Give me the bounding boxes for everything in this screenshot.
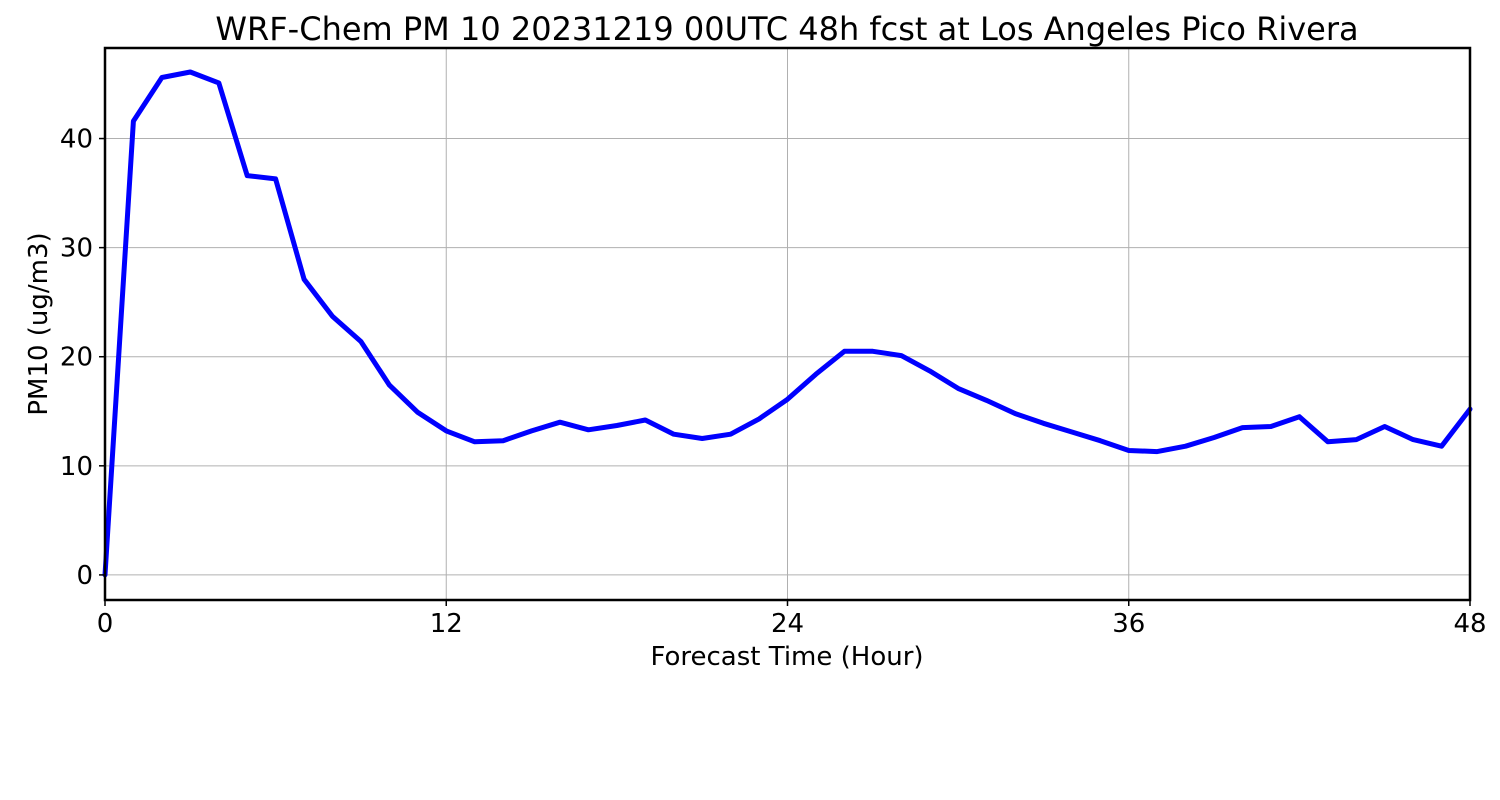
pm10-series-line: [102, 69, 1473, 578]
y-tick-label: 0: [76, 561, 93, 591]
y-tick-label: 10: [60, 452, 93, 482]
series-layer: [102, 69, 1473, 578]
axis-ticks: 0 12 24 36 48 0 10 20 30 40: [60, 125, 1487, 639]
grid: [104, 48, 1471, 600]
x-axis-label: Forecast Time (Hour): [650, 642, 923, 672]
y-axis-label: PM10 (ug/m3): [24, 232, 54, 415]
y-tick-label: 20: [60, 343, 93, 373]
x-tick-label: 48: [1453, 609, 1486, 639]
y-tick-label: 30: [60, 234, 93, 264]
x-tick-label: 12: [430, 609, 463, 639]
x-tick-label: 0: [97, 609, 114, 639]
x-tick-label: 24: [771, 609, 804, 639]
chart-title: WRF-Chem PM 10 20231219 00UTC 48h fcst a…: [215, 10, 1358, 48]
y-tick-label: 40: [60, 125, 93, 155]
x-tick-label: 36: [1112, 609, 1145, 639]
